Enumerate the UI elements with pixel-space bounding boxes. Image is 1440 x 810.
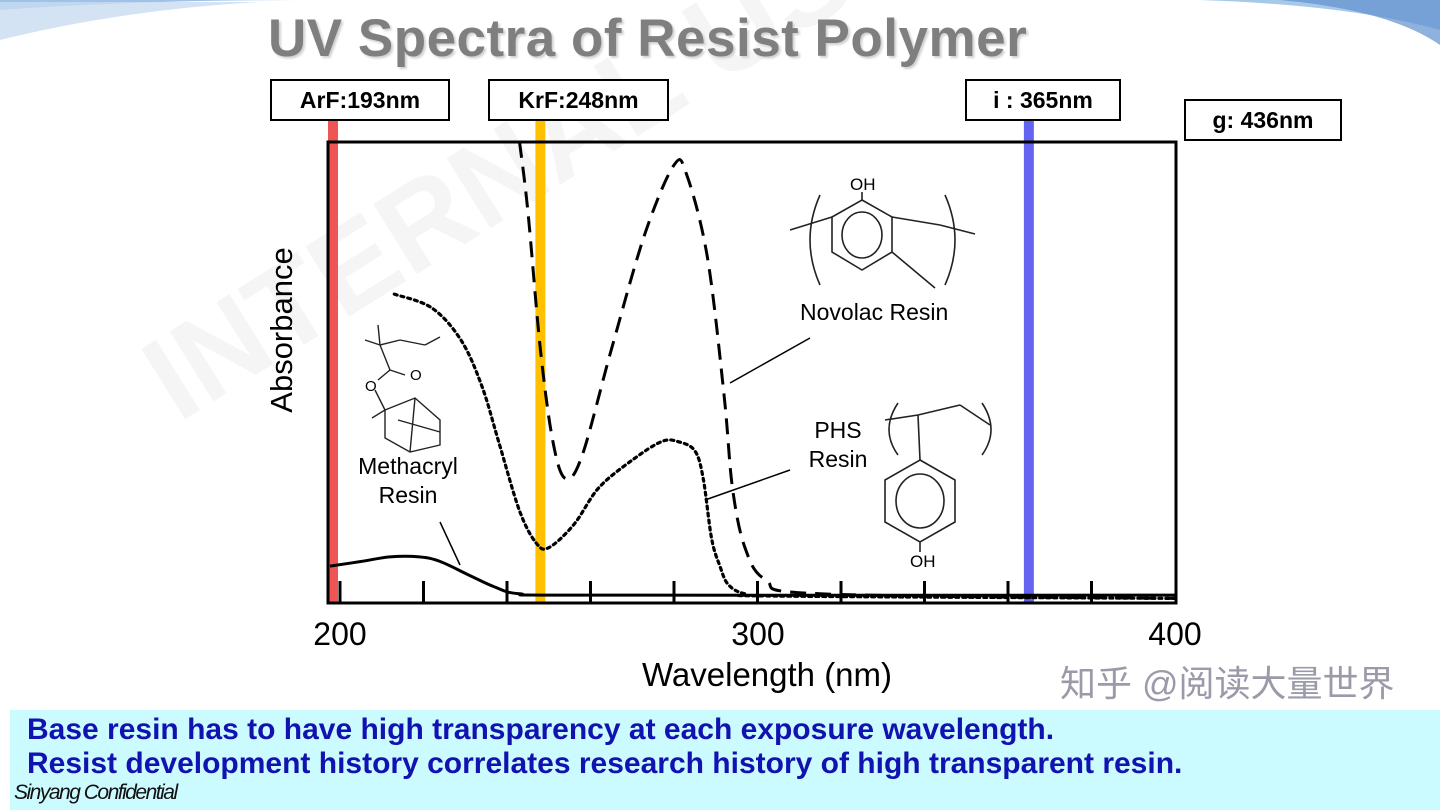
header-decoration [0, 0, 1440, 45]
methacryl-structure-icon [364, 324, 441, 453]
i-line-label: i : 365nm [965, 79, 1121, 121]
methacryl-resin-label: Methacryl Resin [345, 452, 471, 510]
phs-structure-icon [884, 402, 992, 552]
summary-banner [10, 710, 1440, 810]
confidential-footer: Sinyang Confidential [14, 781, 178, 804]
methacryl-leader-line [439, 521, 461, 566]
x-tick-label-200: 200 [313, 616, 367, 652]
krf-label: KrF:248nm [488, 79, 669, 121]
plot-frame [326, 140, 1178, 605]
phs-leader-line [704, 469, 791, 501]
phs-label-line2: Resin [808, 446, 868, 472]
novolac-oh-label: OH [850, 175, 876, 194]
y-axis-label: Absorbance [264, 247, 299, 413]
phs-resin-label: PHS Resin [800, 416, 876, 474]
x-tick-label-300: 300 [731, 616, 785, 652]
methacryl-label-line1: Methacryl [358, 453, 458, 479]
methacryl-o-label-2: O [365, 378, 377, 395]
arf-label: ArF:193nm [270, 79, 450, 121]
methacryl-o-label: O [410, 367, 422, 384]
series-methacryl-resin [329, 554, 1176, 597]
x-tick-label-400: 400 [1148, 616, 1202, 652]
zhihu-watermark: 知乎 @阅读大量世界 [1060, 663, 1395, 704]
novolac-resin-label: Novolac Resin [800, 299, 949, 325]
novolac-structure-icon [789, 192, 976, 289]
bullet-line-1: Base resin has to have high transparency… [27, 713, 1055, 746]
methacryl-label-line2: Resin [378, 482, 438, 508]
novolac-leader-line [729, 337, 811, 384]
bullet-line-2: Resist development history correlates re… [27, 747, 1183, 780]
series-novolac-resin [518, 141, 1176, 600]
slide-title: UV Spectra of Resist Polymer [268, 9, 1028, 68]
g-line-label: g: 436nm [1184, 99, 1342, 141]
phs-oh-label: OH [910, 552, 936, 571]
phs-label-line1: PHS [814, 417, 862, 443]
series-phs-resin [392, 292, 1177, 600]
x-axis-label: Wavelength (nm) [641, 656, 893, 693]
